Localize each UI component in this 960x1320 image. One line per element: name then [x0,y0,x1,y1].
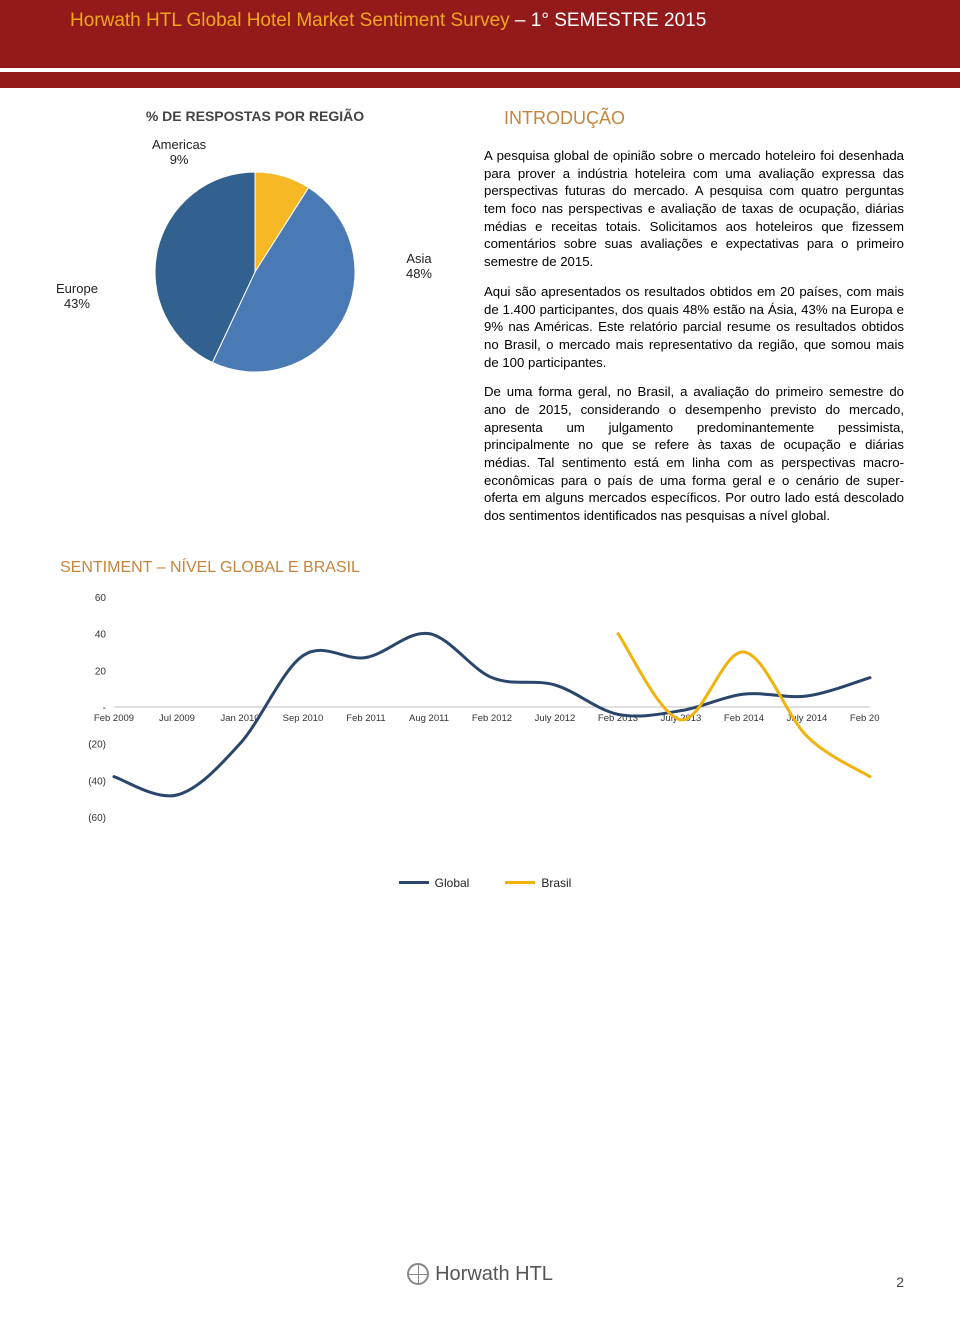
right-column: INTRODUÇÃO A pesquisa global de opinião … [484,108,904,537]
header-subtitle: – 1° SEMESTRE 2015 [510,10,707,31]
pie-label-americas: Americas9% [152,138,206,168]
svg-text:Feb 2011: Feb 2011 [346,713,385,724]
header-title: Horwath HTL Global Hotel Market Sentimen… [70,10,510,31]
globe-icon [407,1263,429,1285]
svg-text:Jul 2009: Jul 2009 [159,713,195,724]
svg-text:Feb 2009: Feb 2009 [94,713,134,724]
body-text: A pesquisa global de opinião sobre o mer… [484,147,904,525]
logo-text: Horwath HTL [435,1263,553,1286]
pie-chart: Americas9% Asia48% Europe43% [60,132,450,432]
paragraph-2: Aqui são apresentados os resultados obti… [484,283,904,371]
pie-title: % DE RESPOSTAS POR REGIÃO [60,108,450,124]
pie-label-europe: Europe43% [56,282,98,312]
svg-text:(40): (40) [88,776,106,787]
svg-text:Sep 2010: Sep 2010 [283,713,324,724]
paragraph-3: De uma forma geral, no Brasil, a avaliaç… [484,383,904,525]
paragraph-1: A pesquisa global de opinião sobre o mer… [484,147,904,271]
svg-text:(20): (20) [88,739,106,750]
content-row: % DE RESPOSTAS POR REGIÃO Americas9% Asi… [0,88,960,537]
svg-text:Feb 2012: Feb 2012 [472,713,512,724]
sentiment-heading: SENTIMENT – NÍVEL GLOBAL E BRASIL [60,559,960,577]
svg-text:Aug 2011: Aug 2011 [409,713,449,724]
line-chart: (60)(40)(20)-204060Feb 2009Jul 2009Jan 2… [60,587,910,890]
footer-logo: Horwath HTL [0,1263,960,1291]
line-svg: (60)(40)(20)-204060Feb 2009Jul 2009Jan 2… [60,587,880,867]
svg-text:Feb 2014: Feb 2014 [724,713,764,724]
header-band: Horwath HTL Global Hotel Market Sentimen… [0,0,960,68]
svg-text:20: 20 [95,666,107,677]
page-number: 2 [896,1274,904,1290]
line-legend: Global Brasil [60,876,910,890]
intro-heading: INTRODUÇÃO [504,108,904,129]
legend-brasil: Brasil [505,876,571,890]
pie-svg [125,132,385,392]
pie-label-asia: Asia48% [406,252,432,282]
header-strip [0,72,960,88]
svg-text:(60): (60) [88,813,106,824]
svg-text:July 2012: July 2012 [535,713,576,724]
left-column: % DE RESPOSTAS POR REGIÃO Americas9% Asi… [60,108,450,537]
svg-text:Feb 2015: Feb 2015 [850,713,880,724]
legend-global: Global [399,876,470,890]
svg-text:40: 40 [95,629,107,640]
svg-text:60: 60 [95,593,107,604]
